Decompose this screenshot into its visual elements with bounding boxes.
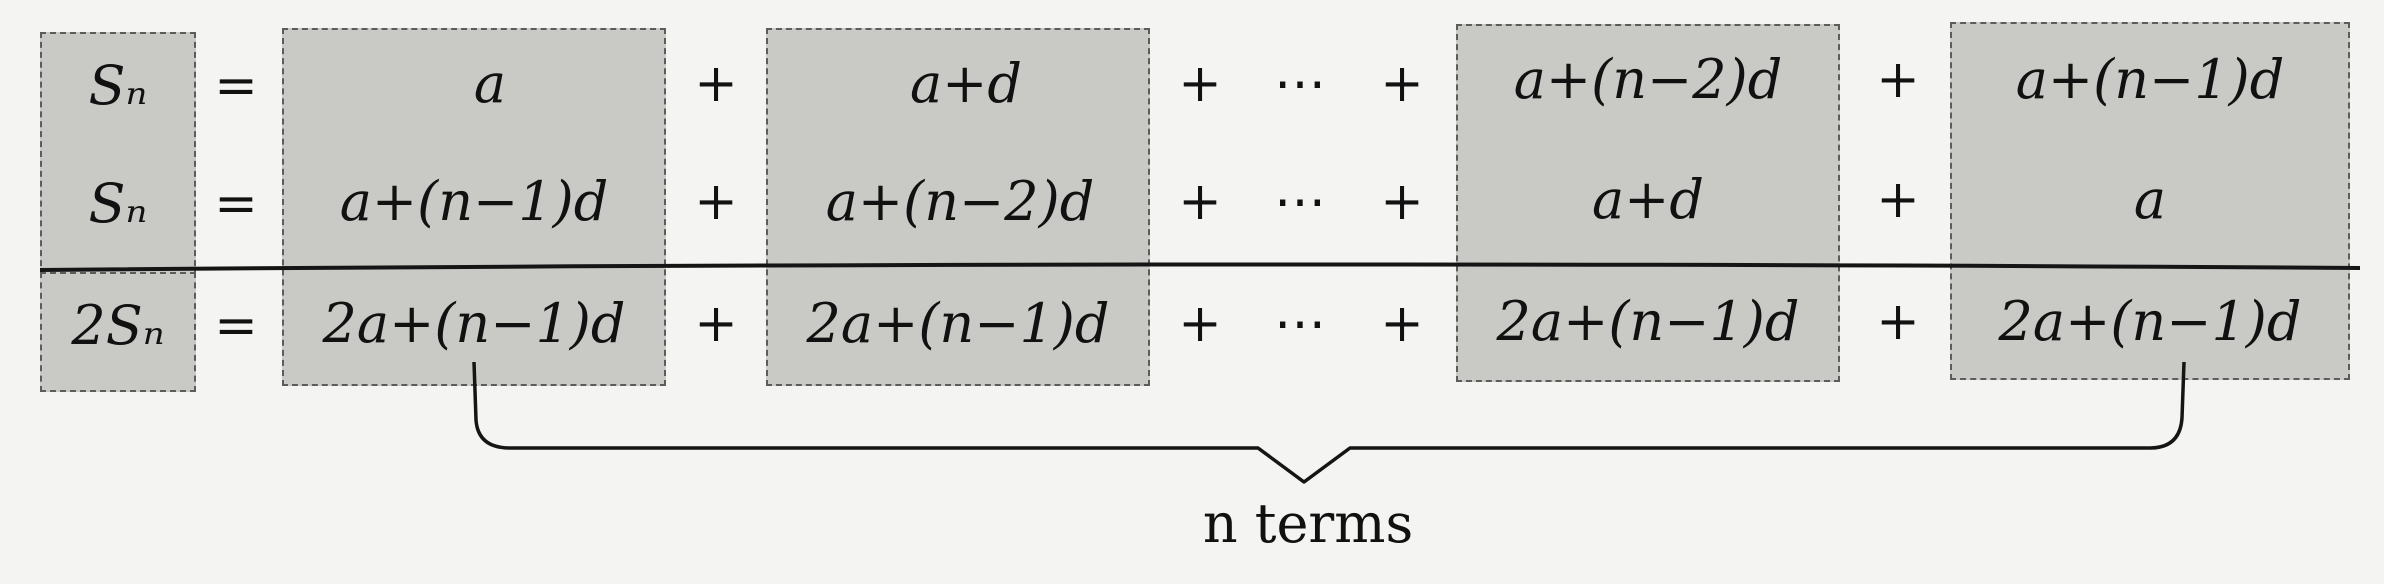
row3-plus-1: + [694,294,738,354]
row2-lhs: Sₙ [88,172,148,235]
lhs-box-bottom [40,272,196,392]
row2-plus-4: + [1876,170,1920,230]
row3-term-2: 2a+(n−1)d [806,292,1110,355]
row2-plus-2: + [1178,172,1222,232]
row2-term-2: a+(n−2)d [825,170,1095,233]
row1-term-1: a [473,52,507,115]
row3-term-3: 2a+(n−1)d [1496,290,1800,353]
row3-plus-4: + [1876,292,1920,352]
row1-equals: = [214,56,258,116]
row3-equals: = [214,296,258,356]
row3-term-1: 2a+(n−1)d [322,292,626,355]
row3-lhs: 2Sₙ [71,294,165,357]
row1-lhs: Sₙ [88,54,148,117]
row1-term-3: a+(n−2)d [1513,48,1783,111]
sum-rule-line [39,262,2361,272]
row1-plus-2: + [1178,54,1222,114]
n-terms-brace [472,361,2186,484]
row1-term-4: a+(n−1)d [2015,48,2285,111]
row3-ellipsis: ⋯ [1274,294,1326,354]
row3-plus-2: + [1178,294,1222,354]
column-2-box [766,28,1150,386]
row1-plus-4: + [1876,50,1920,110]
row1-plus-3: + [1380,54,1424,114]
row1-plus-1: + [694,54,738,114]
row1-term-2: a+d [909,52,1023,115]
row1-ellipsis: ⋯ [1274,54,1326,114]
brace-label: n terms [1202,492,1414,555]
lhs-box-top [40,32,196,276]
column-3-box [1456,24,1840,382]
row2-equals: = [214,174,258,234]
row2-term-1: a+(n−1)d [339,170,609,233]
row2-term-3: a+d [1591,168,1705,231]
row2-term-4: a [2133,168,2167,231]
row2-plus-1: + [694,172,738,232]
row3-term-4: 2a+(n−1)d [1998,290,2302,353]
column-4-box [1950,22,2350,380]
row3-plus-3: + [1380,294,1424,354]
row2-plus-3: + [1380,172,1424,232]
row2-ellipsis: ⋯ [1274,172,1326,232]
